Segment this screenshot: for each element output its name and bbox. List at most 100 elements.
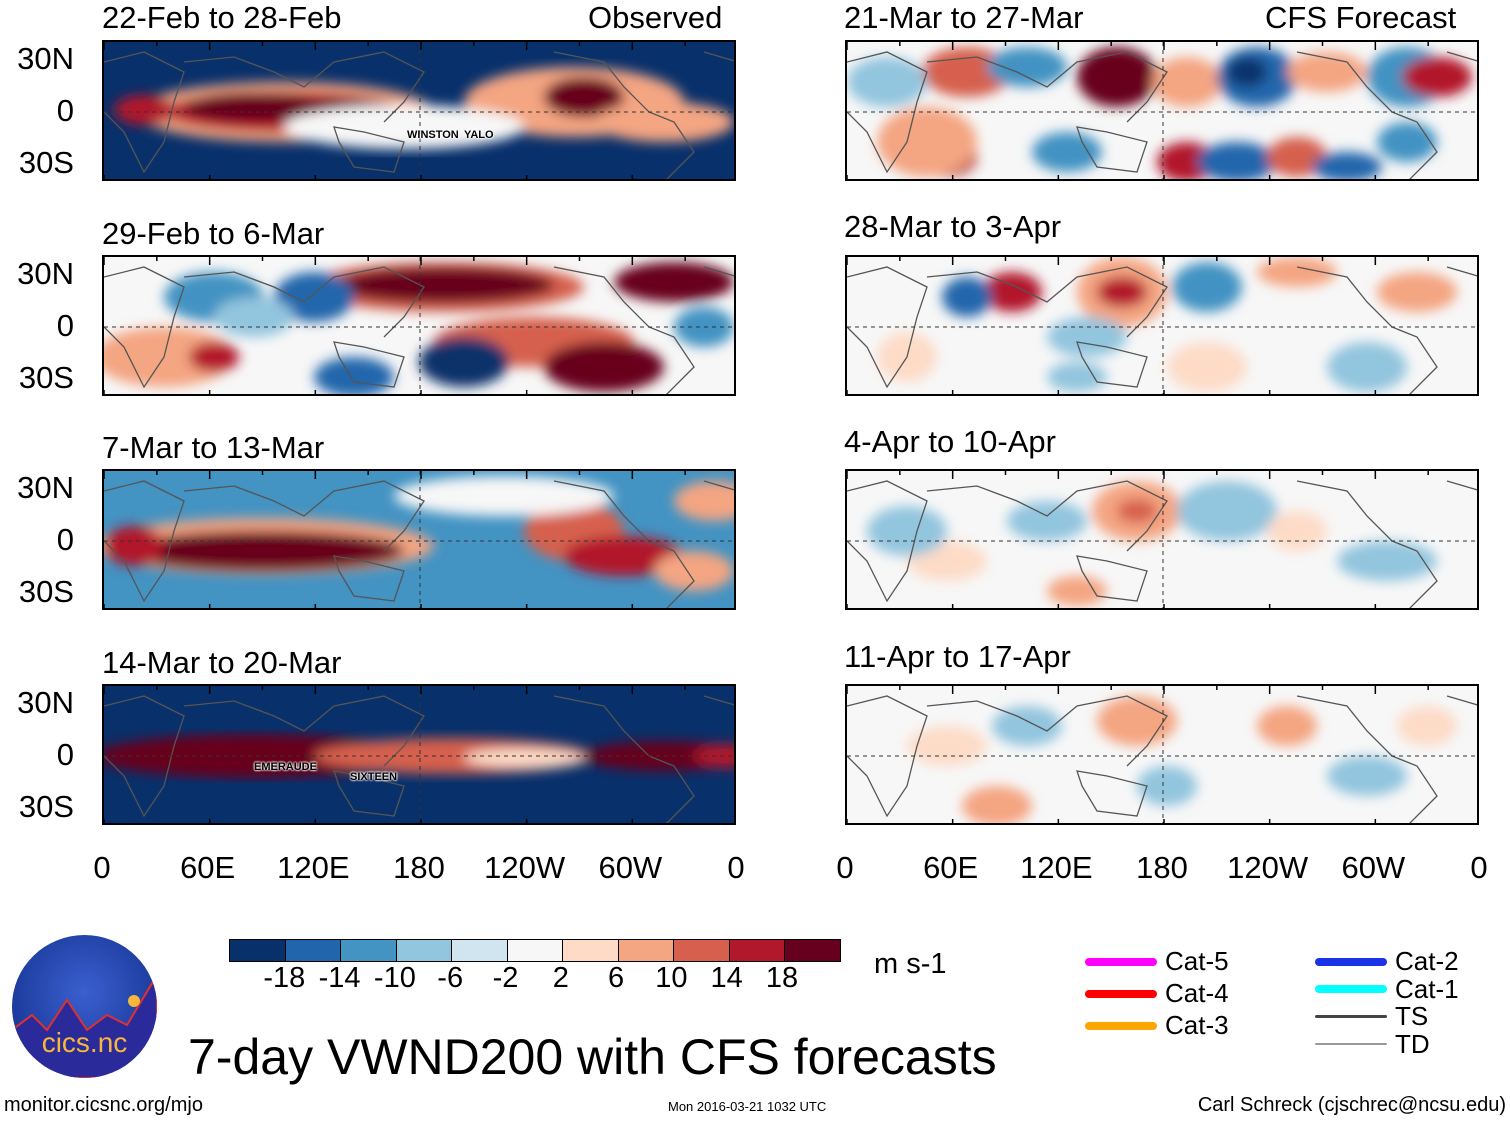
legend-item-cat-5: Cat-5	[1085, 946, 1229, 977]
colorbar-swatch	[230, 940, 286, 961]
cics-logo: cics.nc	[12, 935, 157, 1078]
wind-anomaly-contour	[594, 102, 734, 142]
panel-title: 21-Mar to 27-Mar	[844, 0, 1084, 35]
coastline	[847, 51, 1477, 179]
legend-line-swatch	[1315, 957, 1387, 966]
lat-label: 0	[56, 93, 74, 128]
lon-label: 120E	[277, 850, 350, 885]
observed-map-panel	[102, 40, 736, 181]
colorbar-swatch	[563, 940, 619, 961]
lat-label: 30S	[18, 789, 74, 824]
wind-anomaly-contour	[1172, 262, 1242, 312]
wind-anomaly-contour	[1327, 756, 1407, 796]
legend-line-swatch	[1315, 985, 1387, 993]
wind-anomaly-contour	[334, 267, 554, 303]
colorbar	[229, 939, 841, 962]
wind-anomaly-contour	[1092, 59, 1142, 95]
colorbar-tick-label: 10	[655, 962, 688, 994]
legend-label: Cat-2	[1395, 946, 1459, 976]
colorbar-tick-label: -6	[437, 962, 464, 994]
lon-label: 60W	[1341, 850, 1406, 885]
panel-title: 22-Feb to 28-Feb	[102, 0, 342, 35]
legend-line-swatch	[1085, 1021, 1157, 1030]
wind-anomaly-contour	[1257, 706, 1317, 746]
logo-text: cics.nc	[41, 1027, 128, 1058]
lat-label: 30N	[17, 685, 74, 720]
lon-label: 120W	[484, 850, 566, 885]
lat-label: 30N	[17, 470, 74, 505]
legend-label: Cat-1	[1395, 973, 1459, 1004]
legend-label: Cat-5	[1165, 946, 1229, 976]
wind-anomaly-contour	[867, 506, 947, 556]
lon-label: 60W	[598, 850, 663, 885]
legend-item-td: TD	[1315, 1029, 1430, 1060]
panel-title: 28-Mar to 3-Apr	[844, 209, 1062, 244]
wind-anomaly-contour	[114, 95, 174, 125]
panel-title: 11-Apr to 17-Apr	[844, 639, 1071, 674]
coastline	[104, 695, 734, 823]
wind-anomaly-contour	[1097, 696, 1177, 746]
lat-label: 30N	[17, 256, 74, 291]
legend-label: TS	[1395, 1001, 1429, 1031]
coastline	[847, 480, 1477, 608]
footer-author: Carl Schreck (cjschrec@ncsu.edu)	[1197, 1094, 1506, 1116]
observed-label: Observed	[588, 0, 723, 35]
wind-anomaly-contour	[1337, 541, 1437, 581]
panel-title: 14-Mar to 20-Mar	[102, 645, 342, 680]
colorbar-swatch	[785, 940, 840, 961]
lon-label: 0	[836, 850, 854, 885]
wind-anomaly-contour	[654, 551, 734, 591]
wind-anomaly-contour	[962, 786, 1032, 823]
coastline	[847, 695, 1477, 823]
panel-title: 4-Apr to 10-Apr	[844, 424, 1056, 459]
wind-anomaly-contour	[284, 105, 524, 149]
wind-anomaly-contour	[544, 77, 624, 117]
colorbar-tick-label: 14	[710, 962, 743, 994]
legend-item-cat-4: Cat-4	[1085, 978, 1229, 1009]
colorbar-tick-label: -10	[373, 962, 416, 994]
coastline	[104, 51, 734, 179]
wind-anomaly-contour	[1167, 342, 1247, 392]
storm-label-emeraude: EMERAUDE	[254, 761, 317, 773]
wind-anomaly-contour	[877, 107, 977, 177]
coastline	[847, 266, 1477, 394]
wind-anomaly-contour	[1312, 152, 1382, 179]
forecast-map-panel	[845, 40, 1479, 181]
wind-anomaly-contour	[419, 337, 509, 387]
storm-label-winston: WINSTON	[407, 129, 459, 141]
wind-anomaly-contour	[942, 277, 992, 317]
colorbar-tick-label: 2	[552, 962, 569, 994]
units-label: m s-1	[874, 948, 947, 980]
wind-anomaly-contour	[1197, 142, 1277, 179]
legend-line-swatch	[1315, 1015, 1387, 1018]
wind-anomaly-contour	[1047, 317, 1127, 357]
wind-anomaly-contour	[982, 272, 1042, 312]
colorbar-swatch	[618, 940, 674, 961]
wind-anomaly-contour	[1137, 766, 1197, 806]
colorbar-swatch	[285, 940, 341, 961]
colorbar-swatch	[341, 940, 397, 961]
wind-anomaly-contour	[274, 272, 354, 322]
legend-label: Cat-3	[1165, 1010, 1229, 1040]
wind-anomaly-contour	[907, 726, 987, 766]
wind-anomaly-contour	[394, 476, 614, 516]
wind-anomaly-contour	[104, 526, 164, 566]
legend-item-cat-3: Cat-3	[1085, 1010, 1229, 1041]
wind-anomaly-contour	[1402, 57, 1472, 97]
wind-anomaly-contour	[1227, 57, 1267, 87]
wind-anomaly-contour	[1257, 257, 1337, 287]
wind-anomaly-contour	[314, 357, 394, 394]
observed-map-panel	[102, 684, 736, 825]
wind-anomaly-contour	[1047, 362, 1107, 392]
legend-line-swatch	[1085, 989, 1157, 998]
storm-label-sixteen: SIXTEEN	[350, 771, 398, 783]
wind-anomaly-contour	[614, 262, 734, 302]
wind-anomaly-contour	[1097, 277, 1147, 307]
wind-anomaly-contour	[1032, 132, 1102, 172]
lat-label: 30S	[18, 574, 74, 609]
lon-label: 60E	[923, 850, 979, 885]
colorbar-tick-label: -2	[492, 962, 519, 994]
wind-anomaly-contour	[1047, 576, 1107, 606]
wind-anomaly-contour	[847, 57, 927, 107]
footer-url[interactable]: monitor.cicsnc.org/mjo	[4, 1094, 203, 1116]
